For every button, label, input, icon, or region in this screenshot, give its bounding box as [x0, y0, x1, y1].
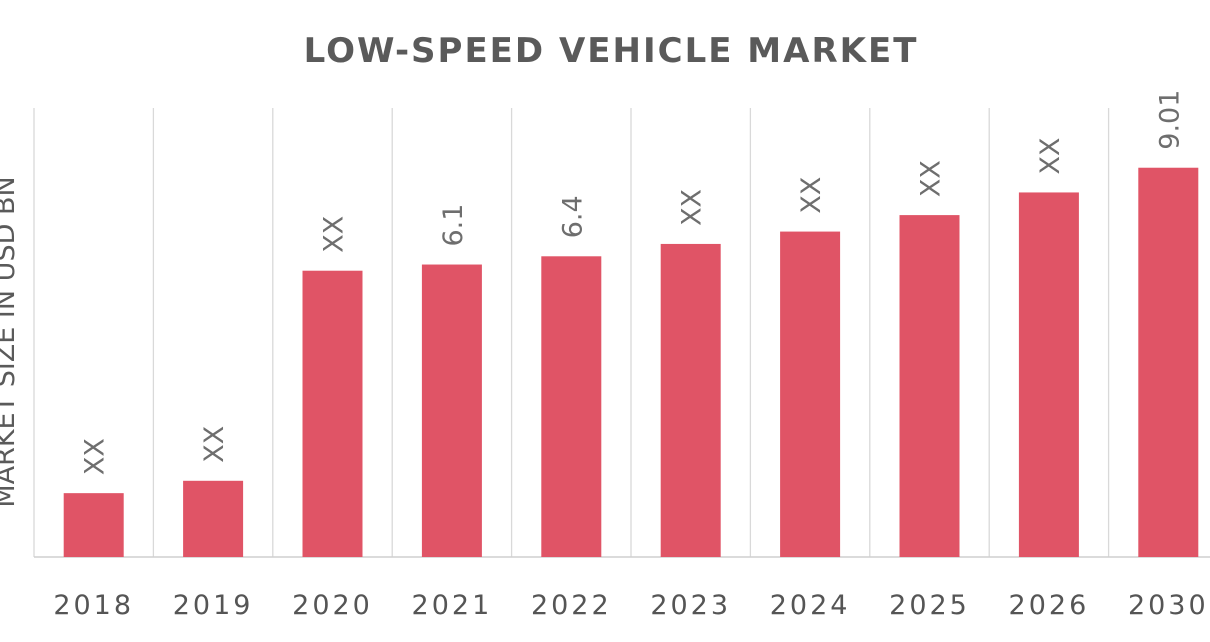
x-tick-2024: 2024: [770, 590, 851, 621]
x-tick-2018: 2018: [53, 590, 134, 621]
bar-2022: [541, 256, 602, 557]
bar-2030: [1138, 167, 1199, 557]
x-tick-2026: 2026: [1009, 590, 1090, 621]
data-label-2019: XX: [199, 426, 230, 463]
x-tick-2022: 2022: [531, 590, 612, 621]
bar-2025: [899, 215, 960, 557]
x-tick-2019: 2019: [173, 590, 254, 621]
bars: [63, 167, 1199, 558]
data-label-2025: XX: [916, 160, 947, 197]
bar-2019: [183, 480, 244, 557]
bar-2026: [1018, 192, 1079, 558]
data-label-2021: 6.1: [438, 204, 469, 247]
data-label-2022: 6.4: [557, 195, 588, 238]
x-tick-2030: 2030: [1128, 590, 1209, 621]
data-label-2024: XX: [796, 177, 827, 214]
chart-title: LOW-SPEED VEHICLE MARKET: [304, 31, 919, 71]
x-tick-2025: 2025: [889, 590, 970, 621]
x-tick-2023: 2023: [650, 590, 731, 621]
x-axis-ticks: 2018 2019 2020 2021 2022 2023 2024 2025 2026 2030: [53, 590, 1209, 621]
data-labels: XX XX XX 6.1 6.4 XX XX XX XX 9.01: [80, 90, 1186, 476]
x-tick-2021: 2021: [412, 590, 493, 621]
bar-2023: [660, 243, 721, 557]
data-label-2018: XX: [80, 438, 111, 475]
x-tick-2020: 2020: [292, 590, 373, 621]
data-label-2020: XX: [319, 216, 350, 253]
bar-2018: [63, 493, 124, 557]
bar-2020: [302, 270, 363, 557]
y-axis-label: MARKET SIZE IN USD BN: [0, 176, 21, 507]
data-label-2030: 9.01: [1154, 90, 1185, 150]
bar-2021: [421, 264, 482, 557]
data-label-2026: XX: [1035, 137, 1066, 174]
bar-2024: [780, 231, 841, 557]
data-label-2023: XX: [677, 189, 708, 226]
